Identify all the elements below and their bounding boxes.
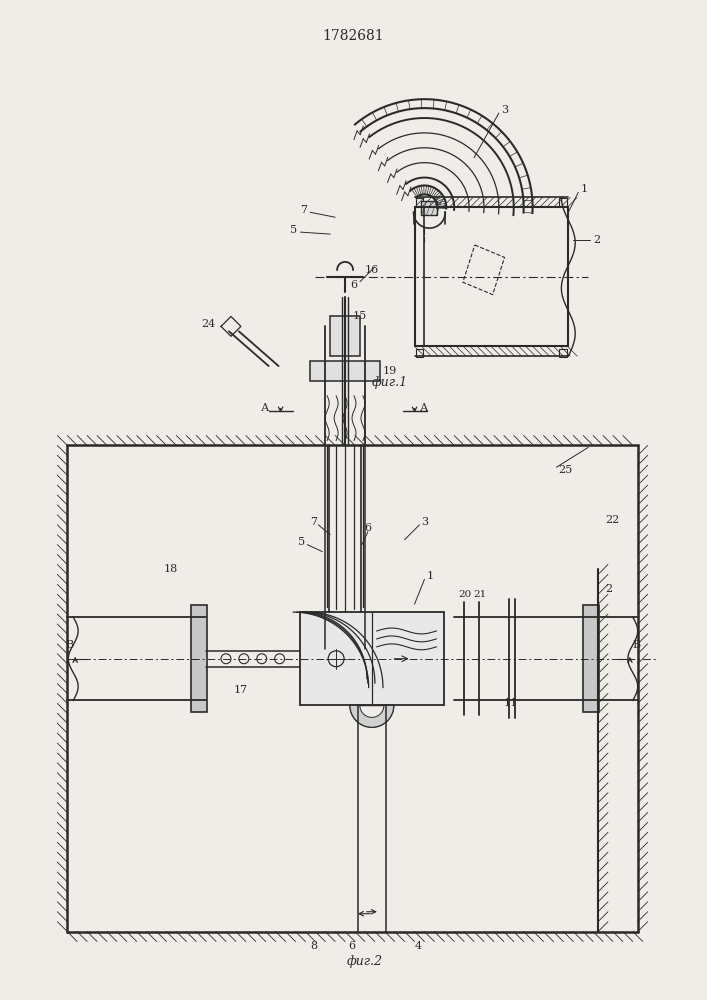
Text: А: А bbox=[261, 403, 269, 413]
Text: 1: 1 bbox=[426, 571, 433, 581]
Bar bbox=[192, 605, 207, 712]
Text: 1782681: 1782681 bbox=[322, 29, 384, 43]
Text: 7: 7 bbox=[310, 517, 317, 527]
Bar bbox=[583, 605, 599, 712]
Text: 20: 20 bbox=[458, 590, 472, 599]
Text: 21: 21 bbox=[473, 590, 486, 599]
Bar bbox=[416, 198, 423, 206]
Text: В: В bbox=[633, 640, 641, 650]
Text: 16: 16 bbox=[365, 265, 379, 275]
Text: 6: 6 bbox=[348, 941, 355, 951]
Text: 18: 18 bbox=[163, 564, 177, 574]
Bar bbox=[300, 612, 444, 705]
Text: 2: 2 bbox=[593, 235, 600, 245]
Text: 5: 5 bbox=[291, 225, 298, 235]
Text: В: В bbox=[65, 640, 74, 650]
Text: 6: 6 bbox=[364, 523, 371, 533]
Text: 5: 5 bbox=[298, 537, 305, 547]
Text: 7: 7 bbox=[300, 205, 308, 215]
Text: 19: 19 bbox=[382, 366, 397, 376]
Text: 6: 6 bbox=[350, 280, 357, 290]
Text: 3: 3 bbox=[421, 517, 428, 527]
Text: 11: 11 bbox=[504, 698, 518, 708]
Wedge shape bbox=[350, 705, 394, 727]
Text: 8: 8 bbox=[310, 941, 317, 951]
Bar bbox=[416, 349, 423, 357]
Bar bbox=[559, 349, 567, 357]
Bar bbox=[559, 198, 567, 206]
Bar bbox=[330, 316, 360, 356]
Text: 15: 15 bbox=[353, 311, 367, 321]
Bar bbox=[421, 201, 438, 215]
Text: 25: 25 bbox=[559, 465, 573, 475]
Text: фиг.1: фиг.1 bbox=[372, 376, 408, 389]
Text: 1: 1 bbox=[580, 184, 588, 194]
Text: 2: 2 bbox=[605, 584, 612, 594]
Bar bbox=[310, 361, 380, 381]
Text: 4: 4 bbox=[414, 941, 421, 951]
Text: А: А bbox=[419, 403, 428, 413]
Text: 17: 17 bbox=[234, 685, 248, 695]
Text: 24: 24 bbox=[201, 319, 216, 329]
Text: 3: 3 bbox=[501, 105, 508, 115]
Text: фиг.2: фиг.2 bbox=[347, 955, 383, 968]
Text: 22: 22 bbox=[605, 515, 619, 525]
